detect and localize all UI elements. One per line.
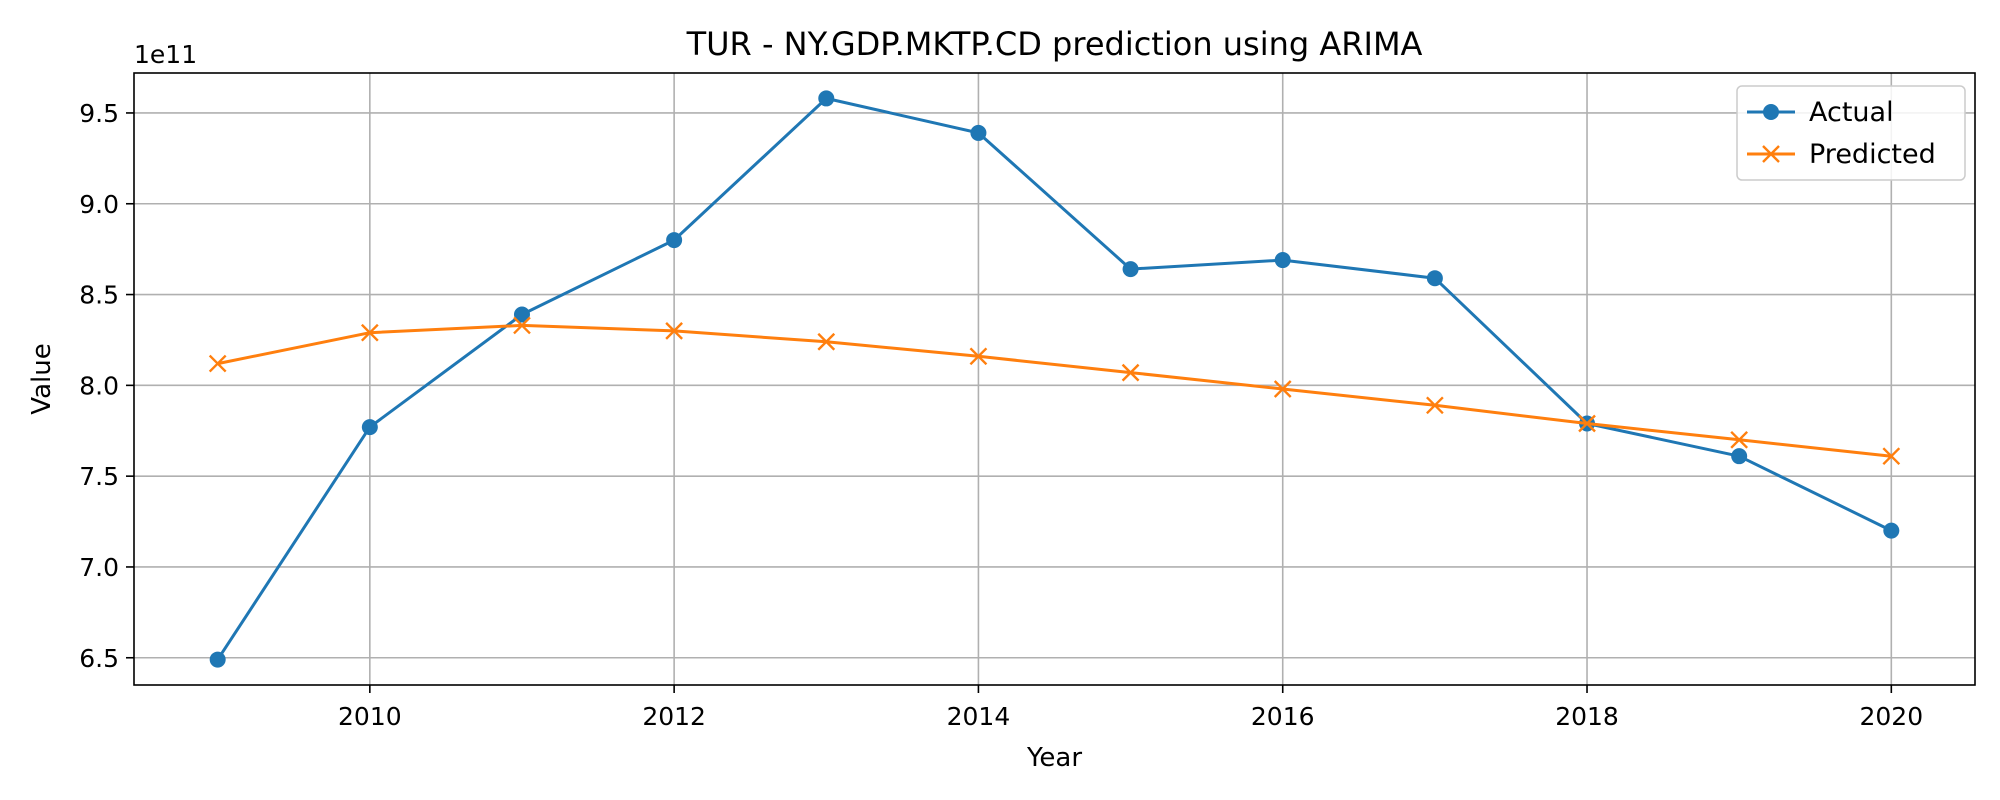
data-point-actual [666, 232, 683, 249]
data-point-predicted [665, 322, 683, 340]
data-point-predicted [969, 347, 988, 366]
x-tick-label: 2010 [338, 702, 402, 731]
series-line-actual [216, 96, 1892, 661]
x-tick-label: 2014 [947, 702, 1011, 731]
y-tick-label: 8.5 [79, 281, 119, 310]
y-tick-label: 8.0 [79, 371, 119, 400]
legend-marker [1763, 104, 1779, 120]
y-tick-label: 6.5 [79, 644, 119, 673]
y-tick-label: 9.5 [79, 99, 119, 128]
legend-box [1736, 85, 1966, 181]
data-point-actual [1122, 261, 1139, 278]
data-point-predicted [360, 323, 379, 342]
data-point-actual [1883, 522, 1900, 539]
data-point-predicted [1426, 396, 1444, 415]
x-tick-label: 2018 [1555, 702, 1619, 731]
data-point-predicted [817, 332, 836, 351]
y-axis-label: Value [27, 343, 57, 414]
y-axis-offset-label: 1e11 [134, 40, 197, 69]
data-point-actual [513, 306, 530, 323]
data-point-predicted [1578, 414, 1596, 433]
data-point-predicted [208, 354, 227, 373]
series-line-predicted [217, 323, 1892, 458]
legend-label: Predicted [1809, 139, 1936, 170]
x-axis: 2010 2012 2014 2016 2018 2020 [338, 685, 1923, 731]
x-tick-label: 2020 [1860, 702, 1924, 731]
y-tick-label: 7.0 [79, 553, 119, 582]
data-point-actual [818, 90, 835, 107]
legend-item-actual: Actual [1747, 97, 1894, 128]
series-layer [208, 90, 1901, 668]
data-point-actual [970, 124, 987, 141]
data-point-predicted [1882, 447, 1901, 466]
data-point-actual [361, 419, 378, 436]
x-axis-label: Year [1026, 743, 1082, 773]
y-axis: 6.5 7.0 7.5 8.0 8.5 9.0 9.5 [79, 99, 134, 673]
data-point-predicted [513, 316, 531, 335]
series-predicted [208, 316, 1901, 466]
legend: Actual Predicted [1736, 85, 1966, 181]
chart-title: TUR - NY.GDP.MKTP.CD prediction using AR… [686, 25, 1423, 63]
data-point-actual [1274, 252, 1291, 269]
data-point-actual [1426, 270, 1443, 287]
data-point-predicted [1273, 380, 1292, 398]
legend-item-predicted: Predicted [1747, 139, 1936, 170]
x-tick-label: 2016 [1251, 702, 1315, 731]
x-tick-label: 2012 [642, 702, 706, 731]
data-point-actual [209, 651, 226, 668]
legend-items: Actual Predicted [1747, 97, 1936, 170]
y-tick-label: 7.5 [79, 462, 119, 491]
data-point-predicted [1121, 363, 1140, 382]
plot-frame [133, 72, 1976, 686]
legend-marker [1762, 145, 1780, 163]
data-point-actual [1731, 448, 1748, 465]
y-tick-label: 9.0 [79, 190, 119, 219]
legend-label: Actual [1809, 97, 1894, 128]
data-point-predicted [1730, 430, 1749, 449]
